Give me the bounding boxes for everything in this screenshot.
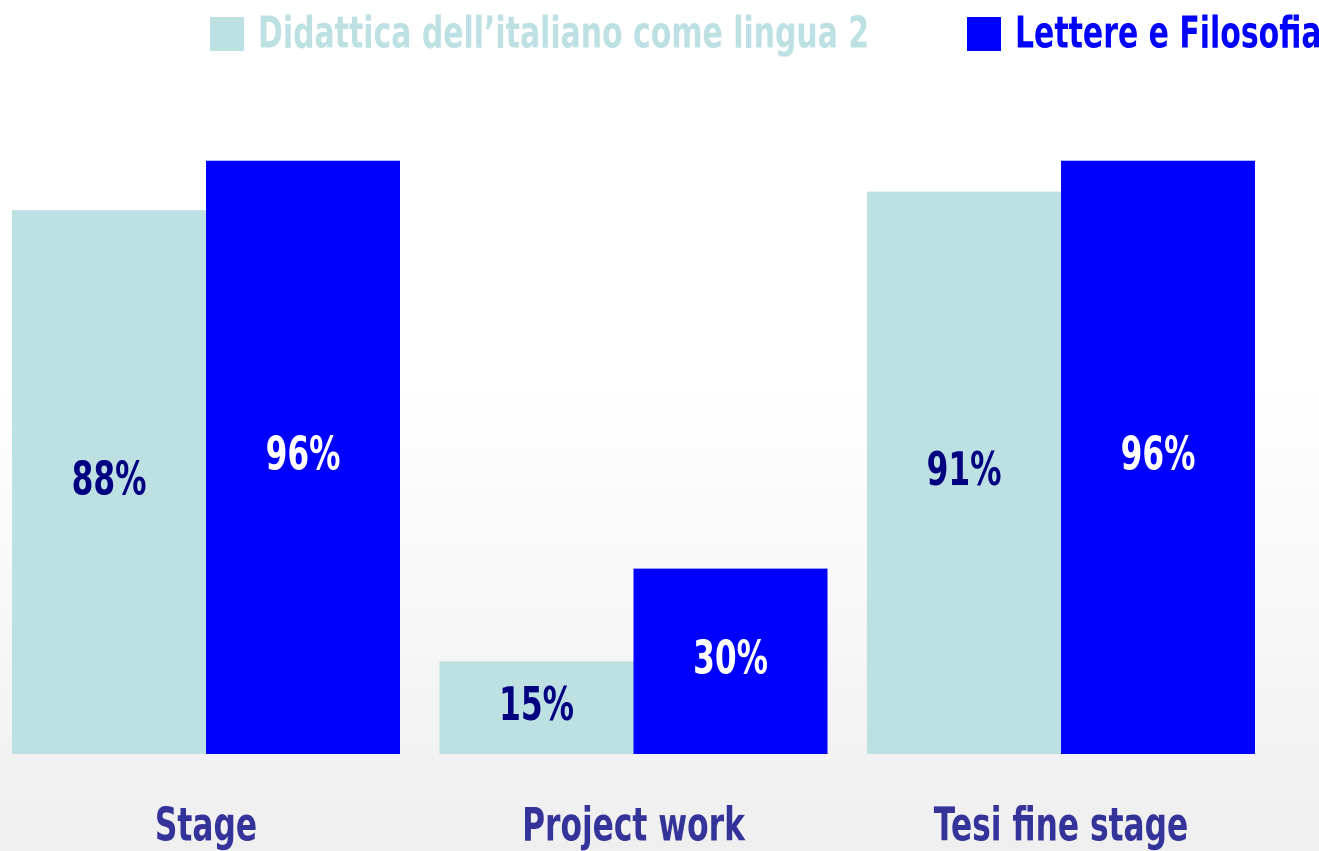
bar [1061, 160, 1255, 755]
bar [633, 568, 828, 754]
bar [12, 210, 206, 754]
legend-label: Lettere e Filosofia [1015, 6, 1319, 57]
category-label: Stage [155, 798, 257, 851]
value-label: 15% [499, 678, 574, 732]
value-label: 30% [693, 631, 768, 685]
value-label: 88% [72, 452, 147, 506]
value-label: 96% [266, 428, 341, 482]
bar [439, 661, 634, 754]
legend-swatch [967, 17, 1001, 51]
bar [867, 191, 1061, 754]
value-label: 96% [1121, 428, 1196, 482]
category-label: Tesi fine stage [934, 798, 1188, 851]
category-label: Project work [522, 798, 745, 851]
legend-swatch [210, 17, 244, 51]
value-label: 91% [927, 443, 1002, 497]
legend-label: Didattica dell’italiano come lingua 2 [258, 6, 869, 57]
bar [206, 160, 400, 755]
